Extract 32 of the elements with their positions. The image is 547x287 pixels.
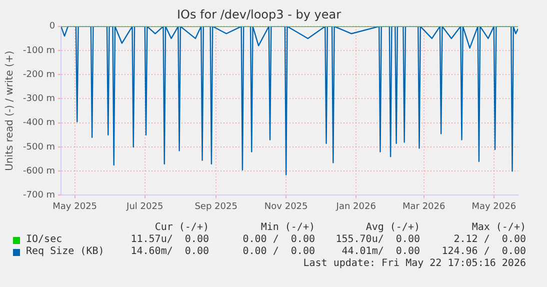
text: 124.96 / 0.00: [442, 246, 526, 258]
legend-label: Req Size (KB): [26, 246, 104, 258]
y-tick-label: -700 m: [22, 190, 56, 201]
x-tick-label: Jan 2026: [335, 202, 376, 212]
y-tick-label: -100 m: [22, 46, 56, 56]
y-tick-label: -500 m: [22, 142, 56, 152]
text: Min (-/+): [260, 222, 315, 234]
y-axis-title: Units read (-) / write (+): [4, 50, 16, 171]
x-tick-label: Mar 2026: [402, 202, 446, 212]
chart-title: IOs for /dev/loop3 - by year: [176, 7, 342, 22]
legend-label: IO/sec: [26, 234, 62, 246]
text: 11.57u/ 0.00: [130, 234, 209, 246]
text: 44.01m/ 0.00: [342, 246, 420, 258]
text: 0.00 / 0.00: [242, 234, 315, 246]
x-tick-label: Jul 2025: [126, 202, 164, 212]
text: Last update: Fri May 22 17:05:16 2026: [303, 258, 526, 270]
text: Max (-/+): [472, 222, 526, 234]
text: 14.60m/ 0.00: [130, 246, 209, 258]
text: 0.00 / 0.00: [242, 246, 315, 258]
text: 155.70u/ 0.00: [336, 234, 420, 246]
x-tick-label: May 2026: [472, 202, 516, 212]
x-tick-label: Sep 2025: [194, 202, 238, 212]
text: Cur (-/+): [154, 222, 209, 234]
y-tick-label: 0: [49, 22, 56, 32]
x-tick-label: Nov 2025: [264, 202, 308, 212]
y-tick-label: -600 m: [22, 166, 56, 176]
text: 2.12 / 0.00: [454, 234, 526, 246]
y-tick-label: -400 m: [22, 118, 56, 128]
y-tick-label: -300 m: [22, 94, 56, 104]
y-tick-label: -200 m: [22, 70, 56, 80]
text: Avg (-/+): [366, 222, 420, 234]
x-tick-label: May 2025: [52, 202, 98, 212]
